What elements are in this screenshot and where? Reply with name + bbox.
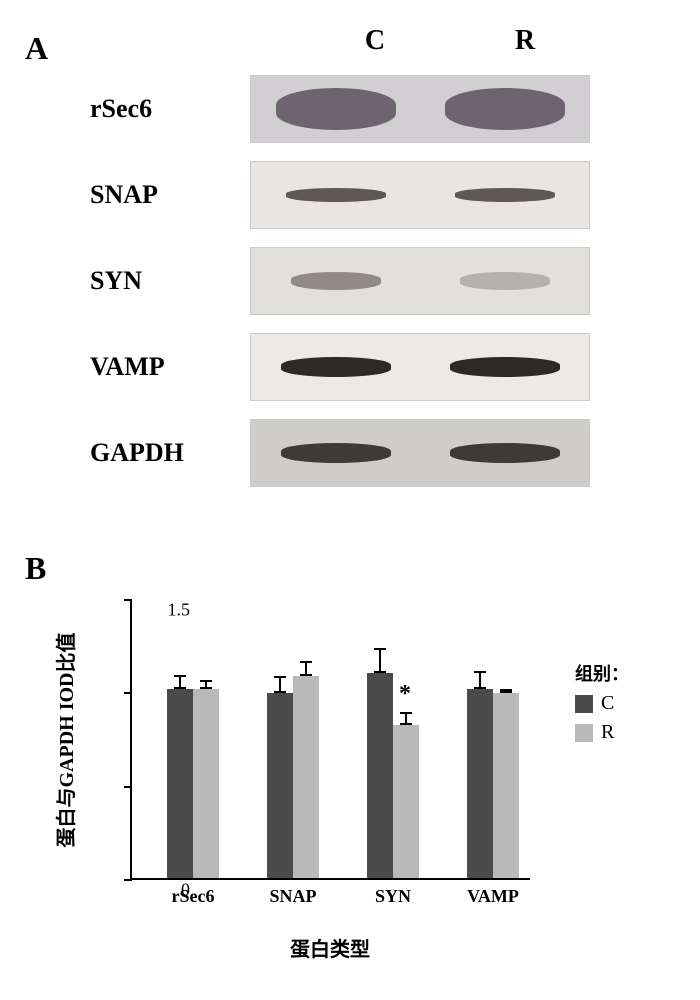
blot-strip [250,419,590,487]
blot-row: SYN [90,247,610,315]
error-bar [305,661,307,676]
significance-marker: * [399,681,411,708]
blot-label: VAMP [90,352,250,382]
blot-band [450,443,560,463]
blot-band [460,272,550,290]
error-bar [205,680,207,689]
blot-band [445,88,565,130]
x-category-label: VAMP [467,886,519,907]
y-axis-title: 蛋白与GAPDH IOD比值 [50,633,79,848]
legend-swatch [575,724,593,742]
x-category-label: SNAP [269,886,316,907]
blot-band [281,357,391,377]
legend-label: C [601,692,614,715]
blot-column-header: C R [300,25,600,57]
bar [293,676,319,878]
legend: 组别： CR [575,660,629,750]
error-bar [505,689,507,693]
blot-row: VAMP [90,333,610,401]
bar [467,689,493,878]
bar-group: * [367,673,427,878]
bar-group [167,689,227,878]
error-bar [179,675,181,690]
error-bar [479,671,481,690]
error-bar [279,676,281,693]
bar [193,689,219,878]
x-axis-title: 蛋白类型 [130,933,530,962]
bar [367,673,393,878]
blot-band [286,188,386,202]
legend-label: R [601,721,614,744]
blot-label: SYN [90,266,250,296]
blot-strip [250,161,590,229]
bar-chart: 蛋白与GAPDH IOD比值 00.511.5rSec6SNAP*SYNVAMP… [60,590,560,970]
blot-label: GAPDH [90,438,250,468]
column-c-label: C [365,25,385,57]
blot-band [450,357,560,377]
blot-strip [250,247,590,315]
x-category-label: SYN [375,886,411,907]
bar [267,693,293,878]
legend-swatch [575,695,593,713]
legend-title: 组别： [575,660,629,686]
x-category-label: rSec6 [172,886,215,907]
blot-band [281,443,391,463]
column-r-label: R [515,25,535,57]
bar [167,689,193,878]
blot-band [291,272,381,290]
error-bar [405,712,407,725]
western-blot-panel: rSec6 SNAP SYN VAMP GAPDH [90,75,610,505]
bar: * [393,725,419,878]
panel-b-label: B [25,550,46,587]
y-tick-label: 1.5 [130,600,190,621]
panel-a-label: A [25,30,48,67]
blot-strip [250,333,590,401]
blot-band [276,88,396,130]
blot-row: rSec6 [90,75,610,143]
blot-band [455,188,555,202]
bar [493,693,519,878]
error-bar [379,648,381,672]
blot-label: rSec6 [90,94,250,124]
bar-group [267,676,327,878]
legend-item: R [575,721,629,744]
legend-item: C [575,692,629,715]
bar-group [467,689,527,878]
chart-plot-area: 00.511.5rSec6SNAP*SYNVAMP [130,600,530,880]
blot-row: SNAP [90,161,610,229]
blot-strip [250,75,590,143]
blot-row: GAPDH [90,419,610,487]
blot-label: SNAP [90,180,250,210]
